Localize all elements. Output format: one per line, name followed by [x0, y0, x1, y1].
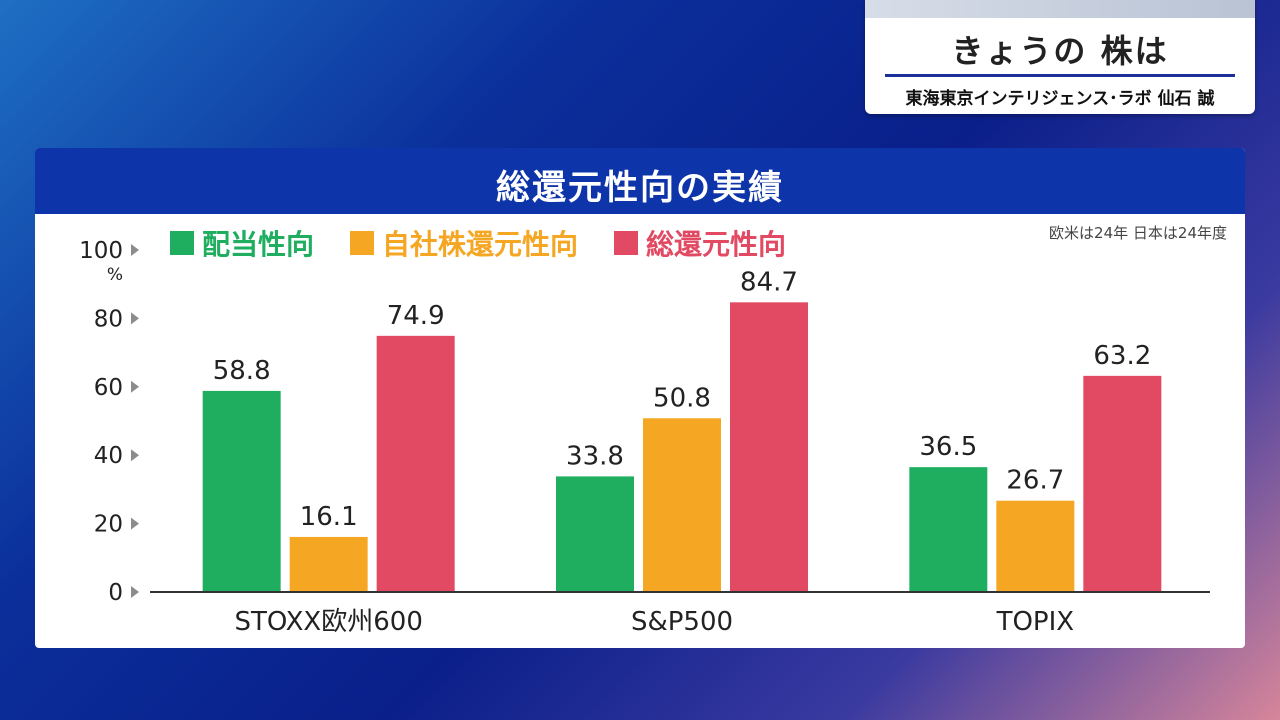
bar — [730, 302, 808, 592]
y-tick-label: 100 — [79, 238, 123, 264]
bar-value-label: 16.1 — [300, 502, 358, 532]
legend-label-buyback: 自社株還元性向 — [382, 228, 579, 261]
period-note: 欧米は24年 日本は24年度 — [1049, 224, 1227, 242]
bar — [909, 467, 988, 592]
chart-legend: 配当性向 自社株還元性向 総還元性向 — [170, 223, 822, 263]
bar-value-label: 50.8 — [653, 383, 711, 413]
bar — [1083, 375, 1162, 592]
bar — [556, 476, 634, 592]
legend-swatch-dividend — [170, 231, 194, 255]
y-tick-marker — [131, 517, 139, 530]
y-tick-label: 40 — [94, 443, 123, 469]
chart-header: 総還元性向の実績 — [35, 148, 1245, 217]
bar — [643, 418, 721, 592]
legend-item-dividend: 配当性向 — [170, 223, 314, 263]
y-tick-label: 20 — [94, 512, 123, 538]
caption-title: きょうの 株は — [951, 32, 1169, 70]
bar — [202, 390, 281, 592]
chart-title: 総還元性向の実績 — [496, 168, 784, 208]
y-tick-marker — [131, 312, 139, 325]
y-tick-marker — [131, 244, 139, 256]
legend-item-buyback: 自社株還元性向 — [350, 223, 578, 263]
program-caption: きょうの 株は 東海東京インテリジェンス･ラボ 仙石 誠 — [865, 0, 1255, 114]
legend-item-total: 総還元性向 — [614, 223, 786, 263]
bar-value-label: 74.9 — [387, 301, 445, 331]
legend-label-total: 総還元性向 — [646, 228, 787, 261]
legend-swatch-total — [614, 231, 639, 255]
bar-value-label: 33.8 — [566, 441, 624, 471]
bar — [289, 536, 368, 592]
bar-value-label: 36.5 — [919, 432, 977, 462]
caption-subtitle: 東海東京インテリジェンス･ラボ 仙石 誠 — [905, 89, 1215, 109]
y-tick-label: 80 — [94, 306, 123, 332]
caption-divider — [885, 74, 1235, 77]
bar — [376, 335, 455, 592]
bar — [996, 500, 1075, 592]
bar-chart: 0 20 40 60 80 100% 58.8 16.1 74.9 STOXX欧州600 33.8 5… — [79, 238, 1210, 637]
bar-value-label: 26.7 — [1006, 466, 1064, 496]
y-tick-marker — [131, 586, 139, 598]
y-tick-marker — [131, 449, 139, 462]
caption-stripe — [865, 0, 1255, 18]
y-tick-label: 60 — [94, 375, 123, 401]
y-axis-unit: % — [107, 265, 123, 285]
legend-label-dividend: 配当性向 — [202, 228, 315, 261]
chart-panel: 総還元性向の実績 配当性向 自社株還元性向 総還元性向 欧米は24年 日本は24… — [35, 148, 1245, 648]
x-category-label: S&P500 — [631, 607, 733, 637]
y-tick-marker — [131, 380, 139, 393]
bar-value-label: 58.8 — [213, 356, 271, 386]
x-category-label: TOPIX — [996, 607, 1075, 637]
bar-value-label: 84.7 — [740, 267, 798, 297]
y-tick-label: 0 — [108, 580, 123, 606]
bar-value-label: 63.2 — [1093, 341, 1151, 371]
x-category-label: STOXX欧州600 — [234, 607, 422, 637]
legend-swatch-buyback — [350, 231, 375, 255]
